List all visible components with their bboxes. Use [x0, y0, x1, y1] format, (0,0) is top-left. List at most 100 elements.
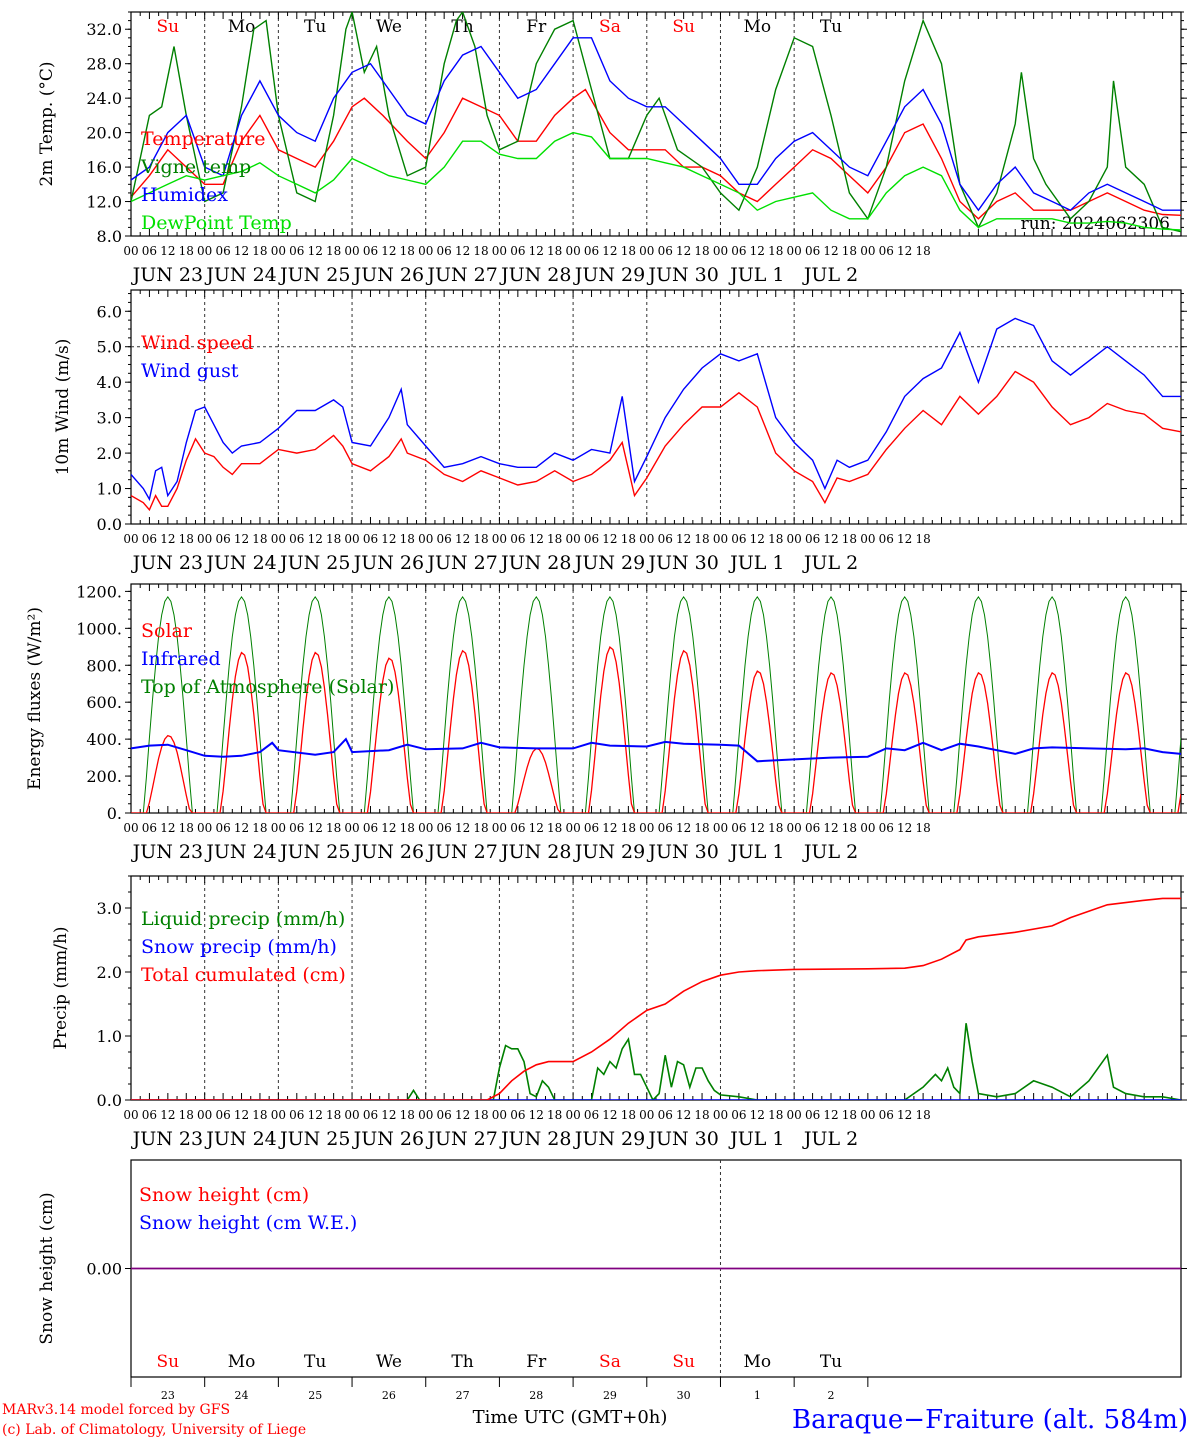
time-axis-title: Time UTC (GMT+0h)	[473, 1407, 668, 1428]
hour-tick-label: 06	[584, 532, 599, 546]
hour-tick-label: 18	[694, 1108, 709, 1122]
weekday-label: Th	[451, 1352, 473, 1372]
hour-tick-label: 18	[326, 532, 341, 546]
series-line-1	[131, 88, 1181, 220]
hour-tick-label: 06	[363, 244, 378, 258]
legend-entry: DewPoint Temp	[141, 212, 292, 234]
day-label: JUN 26	[352, 841, 424, 863]
day-label: JUL 1	[728, 1128, 784, 1150]
y-tick-label: 1200.	[76, 582, 122, 601]
hour-tick-label: 00	[271, 532, 286, 546]
weekday-label: Th	[451, 17, 473, 37]
hour-tick-label: 18	[842, 532, 857, 546]
hour-tick-label: 06	[731, 532, 746, 546]
hour-tick-label: 00	[492, 821, 507, 835]
hour-tick-label: 06	[879, 244, 894, 258]
hour-tick-label: 06	[658, 244, 673, 258]
hour-tick-label: 12	[381, 821, 396, 835]
legend-entry: Total cumulated (cm)	[141, 964, 346, 986]
day-label: JUN 28	[499, 264, 571, 286]
series-group	[131, 897, 1181, 1100]
hour-tick-label: 18	[694, 532, 709, 546]
hour-tick-label: 18	[915, 244, 930, 258]
hour-tick-label: 00	[787, 821, 802, 835]
weekday-label: Fr	[526, 17, 547, 37]
hour-tick-label: 12	[381, 1108, 396, 1122]
hour-tick-label: 00	[197, 532, 212, 546]
hour-tick-label: 00	[639, 244, 654, 258]
panel-1: 00 06 12 18 00 06 12 18 00 06 12 18 00 06 12 18 00 06 12 18…	[37, 11, 1187, 286]
hour-tick-label: 12	[897, 821, 912, 835]
day-label: JUN 30	[646, 841, 718, 863]
y-tick-label: 5.0	[97, 338, 122, 357]
hour-tick-label: 00	[271, 244, 286, 258]
y-tick-label: 6.0	[97, 302, 122, 321]
hour-tick-label: 00	[639, 1108, 654, 1122]
hour-tick-label: 00	[418, 1108, 433, 1122]
hour-tick-label: 18	[179, 532, 194, 546]
hour-tick-label: 12	[750, 244, 765, 258]
legend-entry: Liquid precip (mm/h)	[141, 908, 345, 930]
day-label: JUL 2	[802, 264, 858, 286]
hour-tick-label: 18	[400, 1108, 415, 1122]
day-label: JUN 30	[646, 1128, 718, 1150]
series-line-1	[131, 1023, 1181, 1100]
legend-entry: Snow precip (mm/h)	[141, 936, 337, 958]
hour-tick-label: 12	[529, 244, 544, 258]
hour-tick-label: 18	[547, 1108, 562, 1122]
hour-tick-label: 00	[860, 244, 875, 258]
hour-tick-label: 18	[768, 532, 783, 546]
hour-tick-label: 18	[252, 244, 267, 258]
legend-entry: Snow height (cm W.E.)	[139, 1212, 357, 1234]
day-label: JUN 27	[425, 841, 497, 863]
hour-tick-label: 06	[289, 821, 304, 835]
day-label: JUN 25	[278, 264, 350, 286]
day-number: 1	[754, 1389, 761, 1402]
day-label: JUN 23	[131, 552, 203, 574]
hour-tick-label: 12	[602, 1108, 617, 1122]
hour-tick-label: 00	[565, 532, 580, 546]
hour-tick-label: 18	[179, 244, 194, 258]
day-label: JUN 24	[204, 264, 276, 286]
hour-tick-label: 12	[160, 821, 175, 835]
panel-3: 00 06 12 18 00 06 12 18 00 06 12 18 00 06 12 18 00 06 12 18…	[25, 582, 1187, 863]
hour-tick-label: 18	[621, 1108, 636, 1122]
hour-tick-label: 06	[805, 1108, 820, 1122]
hour-tick-label: 12	[529, 1108, 544, 1122]
hour-tick-label: 18	[694, 244, 709, 258]
y-tick-label: 32.0	[86, 20, 122, 39]
hour-tick-label: 18	[915, 532, 930, 546]
hour-tick-label: 06	[510, 1108, 525, 1122]
hour-tick-label: 12	[308, 1108, 323, 1122]
hour-tick-label: 00	[418, 244, 433, 258]
hour-tick-label: 12	[897, 532, 912, 546]
panel-5: Su Mo Tu We Th Fr Sa Su Mo Tu 23 24 25 26 27 28 29 30 1 2 0.…	[37, 1159, 1187, 1402]
hour-tick-label: 06	[584, 821, 599, 835]
plot-frame	[130, 583, 1182, 814]
panel-4: 00 06 12 18 00 06 12 18 00 06 12 18 00 06 12 18 00 06 12 18…	[51, 875, 1187, 1150]
day-label: JUN 27	[425, 1128, 497, 1150]
hour-tick-label: 00	[123, 532, 138, 546]
day-label: JUN 30	[646, 264, 718, 286]
weekday-label: We	[376, 1352, 402, 1372]
hour-tick-label: 12	[234, 244, 249, 258]
hour-tick-label: 00	[123, 1108, 138, 1122]
day-label: JUN 27	[425, 264, 497, 286]
hour-tick-label: 12	[897, 244, 912, 258]
hour-tick-label: 00	[787, 532, 802, 546]
hour-tick-label: 06	[363, 821, 378, 835]
y-tick-label: 1.0	[97, 1027, 122, 1046]
hour-tick-label: 06	[142, 244, 157, 258]
legend-entry: Vigne temp	[140, 156, 251, 178]
hour-tick-label: 12	[676, 532, 691, 546]
series-line-4	[131, 131, 1181, 231]
y-axis-title: 10m Wind (m/s)	[53, 339, 73, 476]
hour-tick-label: 18	[621, 821, 636, 835]
y-axis-title: Energy fluxes (W/m²)	[25, 607, 45, 790]
hour-tick-label: 12	[529, 821, 544, 835]
day-number: 28	[529, 1389, 543, 1402]
hour-tick-label: 06	[510, 821, 525, 835]
solar-line	[131, 646, 1181, 813]
series-line-2	[131, 12, 1181, 233]
